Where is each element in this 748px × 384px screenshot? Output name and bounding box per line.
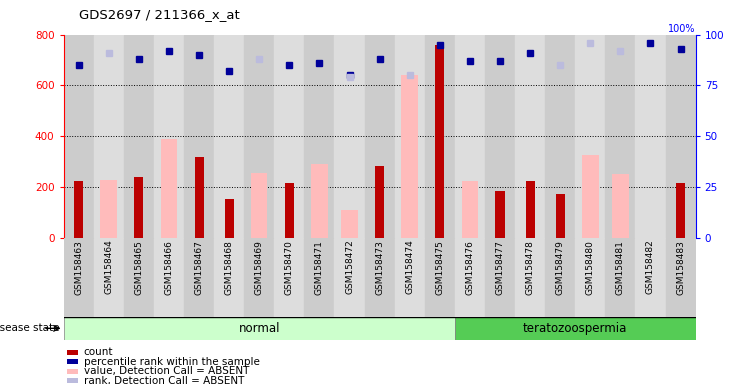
Bar xyxy=(244,35,275,238)
Bar xyxy=(304,35,334,238)
Bar xyxy=(341,210,358,238)
Bar xyxy=(74,181,83,238)
Bar xyxy=(375,166,384,238)
Bar xyxy=(636,35,666,238)
Bar xyxy=(123,238,154,317)
Text: GSM158475: GSM158475 xyxy=(435,240,444,295)
Bar xyxy=(545,238,575,317)
Text: GSM158463: GSM158463 xyxy=(74,240,83,295)
Bar xyxy=(123,35,154,238)
Bar xyxy=(526,181,535,238)
Bar xyxy=(244,238,275,317)
Bar xyxy=(575,238,605,317)
Text: GSM158478: GSM158478 xyxy=(526,240,535,295)
Text: GSM158464: GSM158464 xyxy=(104,240,113,295)
Bar xyxy=(462,181,478,238)
Bar xyxy=(275,238,304,317)
Bar xyxy=(395,35,425,238)
Text: GSM158476: GSM158476 xyxy=(465,240,474,295)
Text: disease state: disease state xyxy=(0,323,60,333)
Bar xyxy=(515,35,545,238)
Bar xyxy=(605,238,636,317)
Bar xyxy=(364,35,395,238)
Bar xyxy=(636,238,666,317)
Bar xyxy=(94,238,123,317)
Bar xyxy=(184,35,214,238)
Bar xyxy=(64,238,94,317)
Text: 100%: 100% xyxy=(668,24,696,34)
Bar xyxy=(515,238,545,317)
Bar xyxy=(154,35,184,238)
Bar xyxy=(605,35,636,238)
Text: value, Detection Call = ABSENT: value, Detection Call = ABSENT xyxy=(84,366,249,376)
Text: GSM158480: GSM158480 xyxy=(586,240,595,295)
Bar xyxy=(455,317,696,340)
Text: count: count xyxy=(84,347,113,357)
Bar xyxy=(485,35,515,238)
Text: GSM158479: GSM158479 xyxy=(556,240,565,295)
Bar xyxy=(425,238,455,317)
Text: GSM158469: GSM158469 xyxy=(255,240,264,295)
Text: GSM158467: GSM158467 xyxy=(194,240,203,295)
Text: GSM158473: GSM158473 xyxy=(375,240,384,295)
Bar xyxy=(251,173,268,238)
Text: GSM158477: GSM158477 xyxy=(495,240,504,295)
Bar xyxy=(304,238,334,317)
Text: GSM158481: GSM158481 xyxy=(616,240,625,295)
Bar xyxy=(666,35,696,238)
Bar xyxy=(455,35,485,238)
Bar xyxy=(94,35,123,238)
Bar xyxy=(402,75,418,238)
Bar xyxy=(67,369,78,374)
Text: GSM158482: GSM158482 xyxy=(646,240,655,295)
Bar xyxy=(67,359,78,364)
Text: teratozoospermia: teratozoospermia xyxy=(523,322,628,335)
Bar xyxy=(582,156,598,238)
Bar xyxy=(364,238,395,317)
Bar xyxy=(435,45,444,238)
Bar xyxy=(575,35,605,238)
Bar xyxy=(67,350,78,355)
Bar xyxy=(184,238,214,317)
Bar xyxy=(495,191,504,238)
Bar xyxy=(334,238,364,317)
Text: GSM158466: GSM158466 xyxy=(165,240,174,295)
Bar xyxy=(425,35,455,238)
Text: GSM158483: GSM158483 xyxy=(676,240,685,295)
Bar xyxy=(64,317,455,340)
Bar xyxy=(556,194,565,238)
Bar xyxy=(676,184,685,238)
Bar xyxy=(485,238,515,317)
Bar xyxy=(666,238,696,317)
Bar xyxy=(285,184,294,238)
Bar xyxy=(224,199,233,238)
Bar xyxy=(161,139,177,238)
Bar xyxy=(455,238,485,317)
Bar xyxy=(67,378,78,383)
Text: GSM158472: GSM158472 xyxy=(345,240,354,295)
Text: percentile rank within the sample: percentile rank within the sample xyxy=(84,357,260,367)
Text: normal: normal xyxy=(239,322,280,335)
Text: rank, Detection Call = ABSENT: rank, Detection Call = ABSENT xyxy=(84,376,244,384)
Text: GDS2697 / 211366_x_at: GDS2697 / 211366_x_at xyxy=(79,8,239,21)
Bar xyxy=(100,180,117,238)
Bar xyxy=(154,238,184,317)
Bar xyxy=(395,238,425,317)
Bar xyxy=(545,35,575,238)
Text: GSM158465: GSM158465 xyxy=(135,240,144,295)
Text: GSM158470: GSM158470 xyxy=(285,240,294,295)
Text: GSM158474: GSM158474 xyxy=(405,240,414,295)
Text: GSM158471: GSM158471 xyxy=(315,240,324,295)
Bar xyxy=(311,164,328,238)
Bar xyxy=(214,35,244,238)
Bar xyxy=(612,174,628,238)
Text: GSM158468: GSM158468 xyxy=(224,240,233,295)
Bar xyxy=(194,157,203,238)
Bar xyxy=(214,238,244,317)
Bar xyxy=(334,35,364,238)
Bar xyxy=(275,35,304,238)
Bar xyxy=(135,177,144,238)
Bar xyxy=(64,35,94,238)
